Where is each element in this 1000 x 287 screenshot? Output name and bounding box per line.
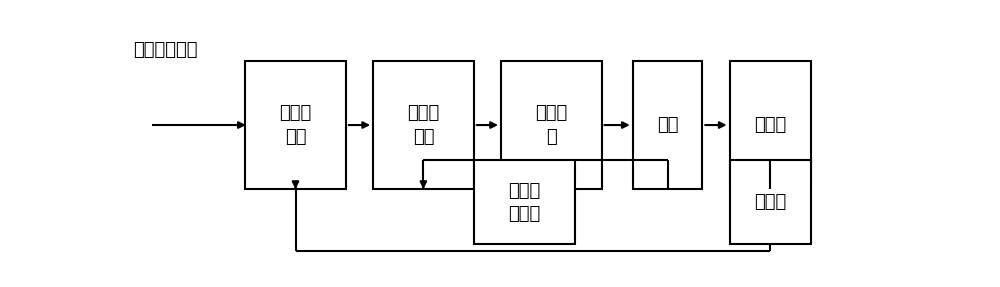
Text: 指令信号输入: 指令信号输入 xyxy=(133,41,197,59)
Text: 电流采
集电路: 电流采 集电路 xyxy=(508,182,540,223)
Text: 位置调
节器: 位置调 节器 xyxy=(279,104,312,146)
Bar xyxy=(245,61,346,189)
Text: 电流调
节器: 电流调 节器 xyxy=(407,104,440,146)
Bar xyxy=(730,160,811,244)
Text: 光栅尺: 光栅尺 xyxy=(754,193,786,212)
Text: 驱动电
路: 驱动电 路 xyxy=(535,104,567,146)
Bar xyxy=(373,61,474,189)
Bar xyxy=(474,160,574,244)
Bar xyxy=(501,61,602,189)
Text: 电机: 电机 xyxy=(657,116,678,134)
Text: 工作台: 工作台 xyxy=(754,116,786,134)
Bar xyxy=(633,61,702,189)
Bar xyxy=(730,61,811,189)
